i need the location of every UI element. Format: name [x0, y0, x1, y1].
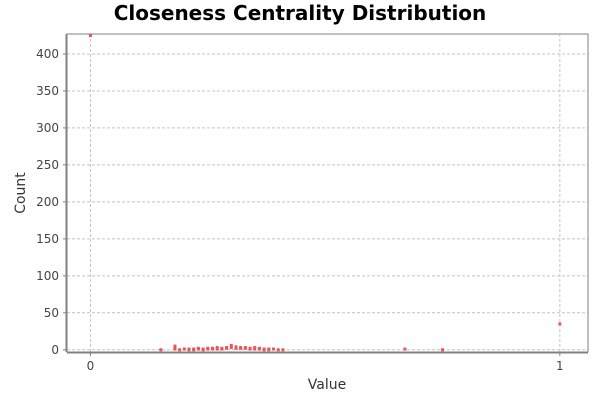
y-tick-label: 400 — [36, 47, 59, 61]
data-point — [243, 346, 247, 350]
data-point — [440, 348, 444, 352]
y-tick-label: 250 — [36, 158, 59, 172]
data-point — [272, 347, 276, 351]
data-point — [192, 348, 196, 352]
data-point — [206, 347, 210, 351]
data-point — [257, 347, 261, 351]
data-point — [403, 347, 407, 351]
data-point — [262, 348, 266, 352]
chart-title: Closeness Centrality Distribution — [114, 1, 487, 25]
x-axis-label: Value — [308, 377, 346, 393]
data-point — [276, 348, 280, 352]
x-tick-label: 0 — [87, 359, 95, 373]
data-point — [196, 347, 200, 351]
data-point — [248, 347, 252, 351]
data-point — [220, 347, 224, 351]
data-point — [267, 348, 271, 352]
data-point — [201, 348, 205, 352]
data-point — [187, 347, 191, 351]
data-point — [229, 343, 233, 347]
y-tick-label: 300 — [36, 121, 59, 135]
data-point — [215, 347, 219, 351]
y-tick-label: 350 — [36, 84, 59, 98]
data-points — [88, 33, 562, 352]
y-tick-label: 0 — [51, 343, 59, 357]
y-tick-label: 50 — [44, 306, 59, 320]
data-point — [211, 346, 215, 350]
data-point — [234, 345, 238, 349]
y-axis: 0 50 100 150 200 250 300 350 400 — [36, 34, 67, 357]
data-point — [253, 347, 257, 351]
y-axis-label: Count — [13, 172, 29, 214]
data-point — [173, 347, 177, 351]
data-point — [558, 322, 562, 326]
grid-lines — [67, 34, 588, 352]
data-point — [159, 348, 163, 352]
data-point — [182, 347, 186, 351]
y-tick-label: 200 — [36, 195, 59, 209]
data-point — [229, 346, 233, 350]
y-tick-label: 100 — [36, 269, 59, 283]
data-point — [281, 348, 285, 352]
data-point — [178, 348, 182, 352]
x-tick-label: 1 — [556, 359, 564, 373]
data-point — [239, 346, 243, 350]
data-point — [225, 346, 229, 350]
y-tick-label: 150 — [36, 232, 59, 246]
data-point — [88, 33, 92, 37]
plot-area — [66, 33, 589, 353]
